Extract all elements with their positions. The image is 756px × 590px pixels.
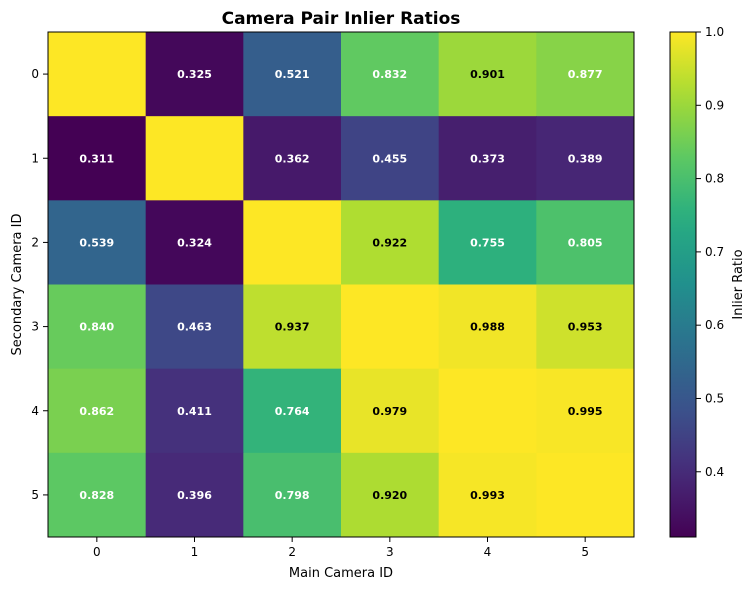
heatmap-cell: [243, 116, 342, 201]
colorbar-tick-label: 0.4: [705, 465, 724, 479]
heatmap-cell: [341, 452, 440, 538]
cell-value-label: 0.389: [568, 152, 603, 165]
cell-value-label: 0.805: [568, 236, 603, 249]
chart-title: Camera Pair Inlier Ratios: [222, 9, 461, 29]
heatmap-cell: [536, 284, 635, 370]
heatmap-cell: [48, 368, 147, 454]
heatmap-cell: [48, 200, 147, 285]
heatmap-cell: [48, 452, 147, 538]
x-tick-label: 4: [484, 545, 492, 559]
heatmap-cell: [48, 116, 147, 201]
cell-value-label: 0.828: [79, 489, 114, 502]
heatmap-cell: [243, 200, 342, 285]
cell-value-label: 0.463: [177, 321, 212, 334]
cell-value-label: 0.953: [568, 321, 603, 334]
x-tick-label: 1: [191, 545, 199, 559]
colorbar-tick-label: 0.8: [705, 172, 724, 186]
heatmap-cell: [243, 32, 342, 117]
heatmap-cell: [341, 116, 440, 201]
heatmap-cell: [536, 32, 635, 117]
x-tick-label: 0: [93, 545, 101, 559]
heatmap-cell: [536, 116, 635, 201]
y-axis-label: Secondary Camera ID: [10, 214, 25, 356]
cell-value-label: 0.920: [372, 489, 407, 502]
heatmap-cell: [341, 284, 440, 370]
heatmap-cell: [145, 200, 244, 285]
colorbar-tick-label: 0.5: [705, 391, 724, 405]
colorbar: [669, 31, 697, 538]
heatmap-cell: [438, 368, 537, 454]
plot-frame: [47, 31, 635, 538]
cell-value-label: 0.362: [275, 152, 310, 165]
heatmap-cell: [341, 200, 440, 285]
cell-value-label: 0.988: [470, 321, 505, 334]
colorbar-tick-label: 0.7: [705, 245, 724, 259]
cell-value-label: 0.324: [177, 236, 212, 249]
heatmap-cell: [341, 32, 440, 117]
cell-value-label: 0.832: [372, 68, 407, 81]
cell-value-label: 0.311: [79, 152, 114, 165]
x-tick-label: 5: [581, 545, 589, 559]
colorbar-tick-label: 0.6: [705, 318, 724, 332]
heatmap-cell: [536, 368, 635, 454]
colorbar-label: Inlier Ratio: [731, 249, 746, 319]
colorbar-tick-label: 1.0: [705, 25, 724, 39]
cell-value-label: 0.455: [372, 152, 407, 165]
cell-value-label: 0.922: [372, 236, 407, 249]
heatmap-cell: [536, 452, 635, 538]
y-tick-label: 3: [31, 320, 39, 334]
cell-value-label: 0.901: [470, 68, 505, 81]
cell-value-label: 0.937: [275, 321, 310, 334]
cell-value-label: 0.979: [372, 405, 407, 418]
x-tick-label: 3: [386, 545, 394, 559]
y-tick-label: 5: [31, 488, 39, 502]
y-tick-label: 2: [31, 235, 39, 249]
cell-value-label: 0.764: [275, 405, 310, 418]
cell-value-label: 0.993: [470, 489, 505, 502]
colorbar-tick-label: 0.9: [705, 98, 724, 112]
cell-value-label: 0.995: [568, 405, 603, 418]
heatmap-cell: [438, 452, 537, 538]
heatmap-cell: [438, 116, 537, 201]
heatmap-cell: [48, 284, 147, 370]
heatmap-cell: [438, 284, 537, 370]
heatmap-cell: [145, 32, 244, 117]
heatmap-cell: [145, 284, 244, 370]
heatmap-cell: [341, 368, 440, 454]
cell-value-label: 0.539: [79, 236, 114, 249]
cell-value-label: 0.862: [79, 405, 114, 418]
heatmap-cell: [48, 32, 147, 117]
heatmap-cell: [243, 452, 342, 538]
y-tick-label: 4: [31, 404, 39, 418]
heatmap-cell: [145, 116, 244, 201]
x-axis-label: Main Camera ID: [289, 566, 393, 581]
cell-value-label: 0.798: [275, 489, 310, 502]
cell-value-label: 0.755: [470, 236, 505, 249]
heatmap-cell: [536, 200, 635, 285]
heatmap-cell: [438, 200, 537, 285]
heatmap-cell: [145, 368, 244, 454]
heatmap-cell: [243, 284, 342, 370]
cell-value-label: 0.840: [79, 321, 114, 334]
y-tick-label: 1: [31, 151, 39, 165]
cell-value-label: 0.521: [275, 68, 310, 81]
cell-value-label: 0.325: [177, 68, 212, 81]
heatmap-cell: [145, 452, 244, 538]
heatmap-cell: [438, 32, 537, 117]
x-tick-label: 2: [288, 545, 296, 559]
y-tick-label: 0: [31, 67, 39, 81]
heatmap-cell: [243, 368, 342, 454]
cell-value-label: 0.373: [470, 152, 505, 165]
cell-value-label: 0.411: [177, 405, 212, 418]
cell-value-label: 0.396: [177, 489, 212, 502]
cell-value-label: 0.877: [568, 68, 603, 81]
